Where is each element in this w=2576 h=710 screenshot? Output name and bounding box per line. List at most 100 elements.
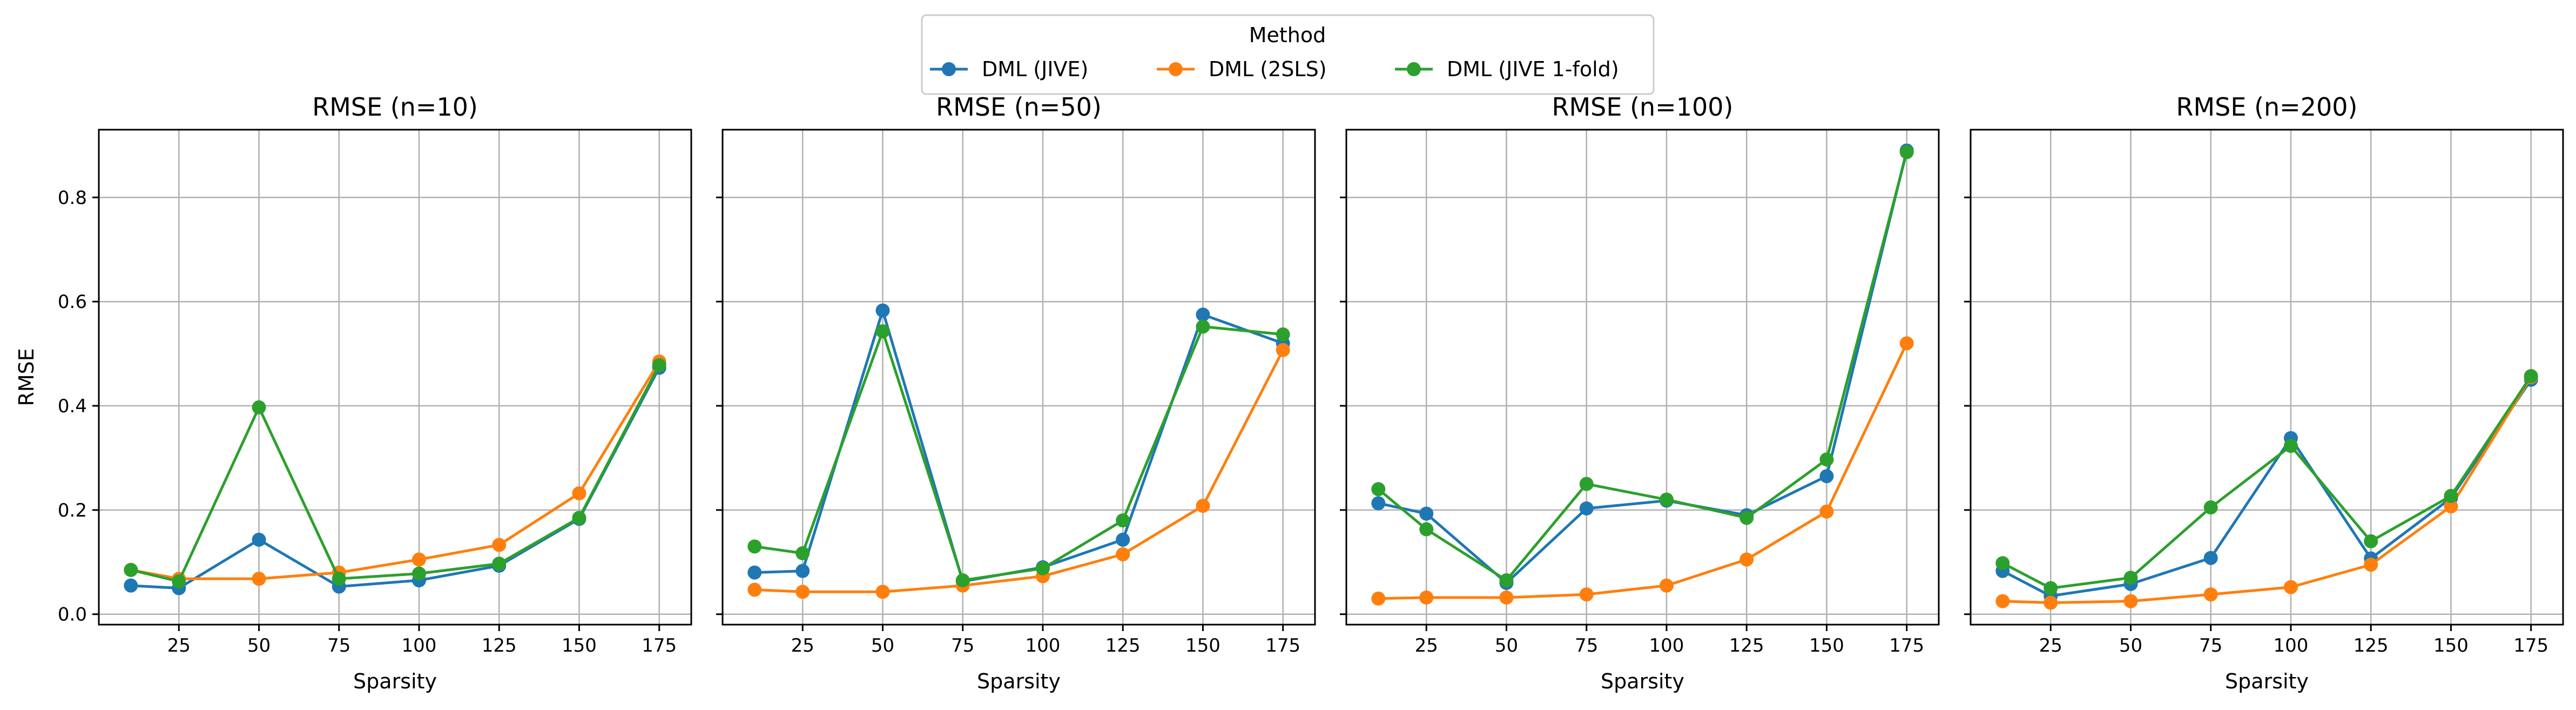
data-point: [1371, 591, 1386, 606]
series-line: [2002, 379, 2532, 598]
data-point: [1419, 522, 1434, 537]
legend-marker: [942, 62, 956, 76]
data-point: [1995, 594, 2010, 608]
panels: 25 50 75 100 125 150 175 0.0 0.2 0.4 0.6 0.8 RMSE (n…: [15, 92, 2564, 693]
data-point: [1499, 573, 1514, 588]
x-axis-label: Sparsity: [977, 669, 1061, 693]
data-point: [2044, 581, 2058, 595]
axes-frame: [98, 129, 692, 626]
data-point: [2283, 439, 2298, 453]
x-tick-label: 50: [1495, 635, 1518, 657]
x-tick-label: 100: [2274, 635, 2309, 657]
data-point: [747, 565, 762, 580]
series-line: [131, 367, 660, 590]
data-point: [252, 400, 266, 414]
series-line: [754, 309, 1284, 583]
y-tick-label: 0.0: [58, 604, 87, 626]
data-point: [252, 572, 266, 586]
data-point: [1419, 590, 1434, 605]
data-point: [1196, 307, 1210, 322]
legend-label: DML (2SLS): [1209, 57, 1327, 81]
data-point: [572, 486, 586, 501]
data-point: [1995, 556, 2010, 571]
x-tick-label: 175: [1889, 635, 1924, 657]
data-point: [572, 511, 586, 525]
data-point: [1196, 319, 1210, 334]
legend: Method DML (JIVE) DML (2SLS) DML (JIVE 1-f…: [921, 14, 1655, 95]
data-point: [492, 557, 507, 571]
data-point: [955, 573, 970, 588]
axes-frame: [721, 129, 1316, 626]
data-point: [412, 552, 426, 567]
data-point: [795, 564, 810, 578]
legend-entry: DML (JIVE 1-fold): [1395, 57, 1619, 81]
legend-marker: [1169, 62, 1183, 76]
x-tick-label: 25: [1415, 635, 1438, 657]
x-axis-label: Sparsity: [1601, 669, 1684, 693]
legend-entry: DML (2SLS): [1157, 57, 1327, 81]
x-tick-label: 75: [1575, 635, 1598, 657]
data-point: [747, 539, 762, 554]
data-point: [1579, 587, 1594, 602]
x-tick-label: 125: [1105, 635, 1141, 657]
data-point: [1659, 578, 1674, 593]
x-tick-label: 75: [951, 635, 974, 657]
data-point: [1739, 511, 1754, 525]
data-point: [1579, 477, 1594, 491]
data-point: [1579, 501, 1594, 515]
data-point: [2524, 369, 2538, 384]
data-point: [1819, 504, 1834, 519]
x-tick-label: 75: [327, 635, 350, 657]
data-point: [1819, 452, 1834, 467]
data-point: [2044, 595, 2058, 610]
data-point: [2203, 551, 2218, 565]
subplot-2: 25 50 75 100 125 150 175 RMSE (n=50) Sparsity: [716, 92, 1316, 693]
data-point: [747, 582, 762, 597]
x-tick-label: 175: [1265, 635, 1300, 657]
data-point: [332, 572, 346, 586]
data-point: [1276, 343, 1290, 357]
legend-frame: [921, 14, 1655, 95]
x-tick-label: 125: [1729, 635, 1764, 657]
y-tick-label: 0.6: [58, 291, 87, 313]
data-point: [2364, 534, 2378, 548]
data-point: [2283, 580, 2298, 594]
data-point: [2444, 488, 2458, 503]
subplot-1: 25 50 75 100 125 150 175 0.0 0.2 0.4 0.6 0.8 RMSE (n…: [15, 92, 692, 693]
axes-frame: [1345, 129, 1940, 626]
data-point: [1419, 506, 1434, 521]
x-tick-label: 175: [642, 635, 677, 657]
subplot-title: RMSE (n=50): [936, 92, 1102, 122]
subplot-4: 25 50 75 100 125 150 175 RMSE (n=200) Sparsity: [1964, 92, 2564, 693]
y-tick-label: 0.8: [58, 187, 87, 209]
data-point: [172, 574, 186, 588]
x-tick-label: 125: [2354, 635, 2389, 657]
subplot-title: RMSE (n=100): [1552, 92, 1734, 122]
data-point: [875, 324, 890, 339]
data-point: [492, 538, 507, 552]
subplot-title: RMSE (n=10): [312, 92, 478, 122]
data-point: [1116, 547, 1130, 561]
series-line: [754, 349, 1284, 593]
x-axis-label: Sparsity: [353, 669, 437, 693]
x-axis-label: Sparsity: [2225, 669, 2309, 693]
x-tick-label: 150: [1185, 635, 1220, 657]
x-tick-label: 50: [2119, 635, 2142, 657]
legend-title: Method: [1249, 23, 1326, 47]
data-point: [1276, 327, 1290, 341]
data-point: [795, 585, 810, 599]
subplot-title: RMSE (n=200): [2176, 92, 2358, 122]
data-point: [1371, 496, 1386, 511]
data-point: [1371, 482, 1386, 497]
legend-label: DML (JIVE 1-fold): [1447, 57, 1619, 81]
data-point: [1196, 499, 1210, 513]
data-point: [1899, 336, 1914, 351]
x-tick-label: 50: [871, 635, 894, 657]
series-line: [130, 360, 660, 580]
data-point: [252, 532, 266, 547]
series-line: [2002, 376, 2532, 604]
data-point: [124, 578, 138, 593]
series-line: [1378, 343, 1908, 600]
x-tick-label: 100: [1026, 635, 1061, 657]
